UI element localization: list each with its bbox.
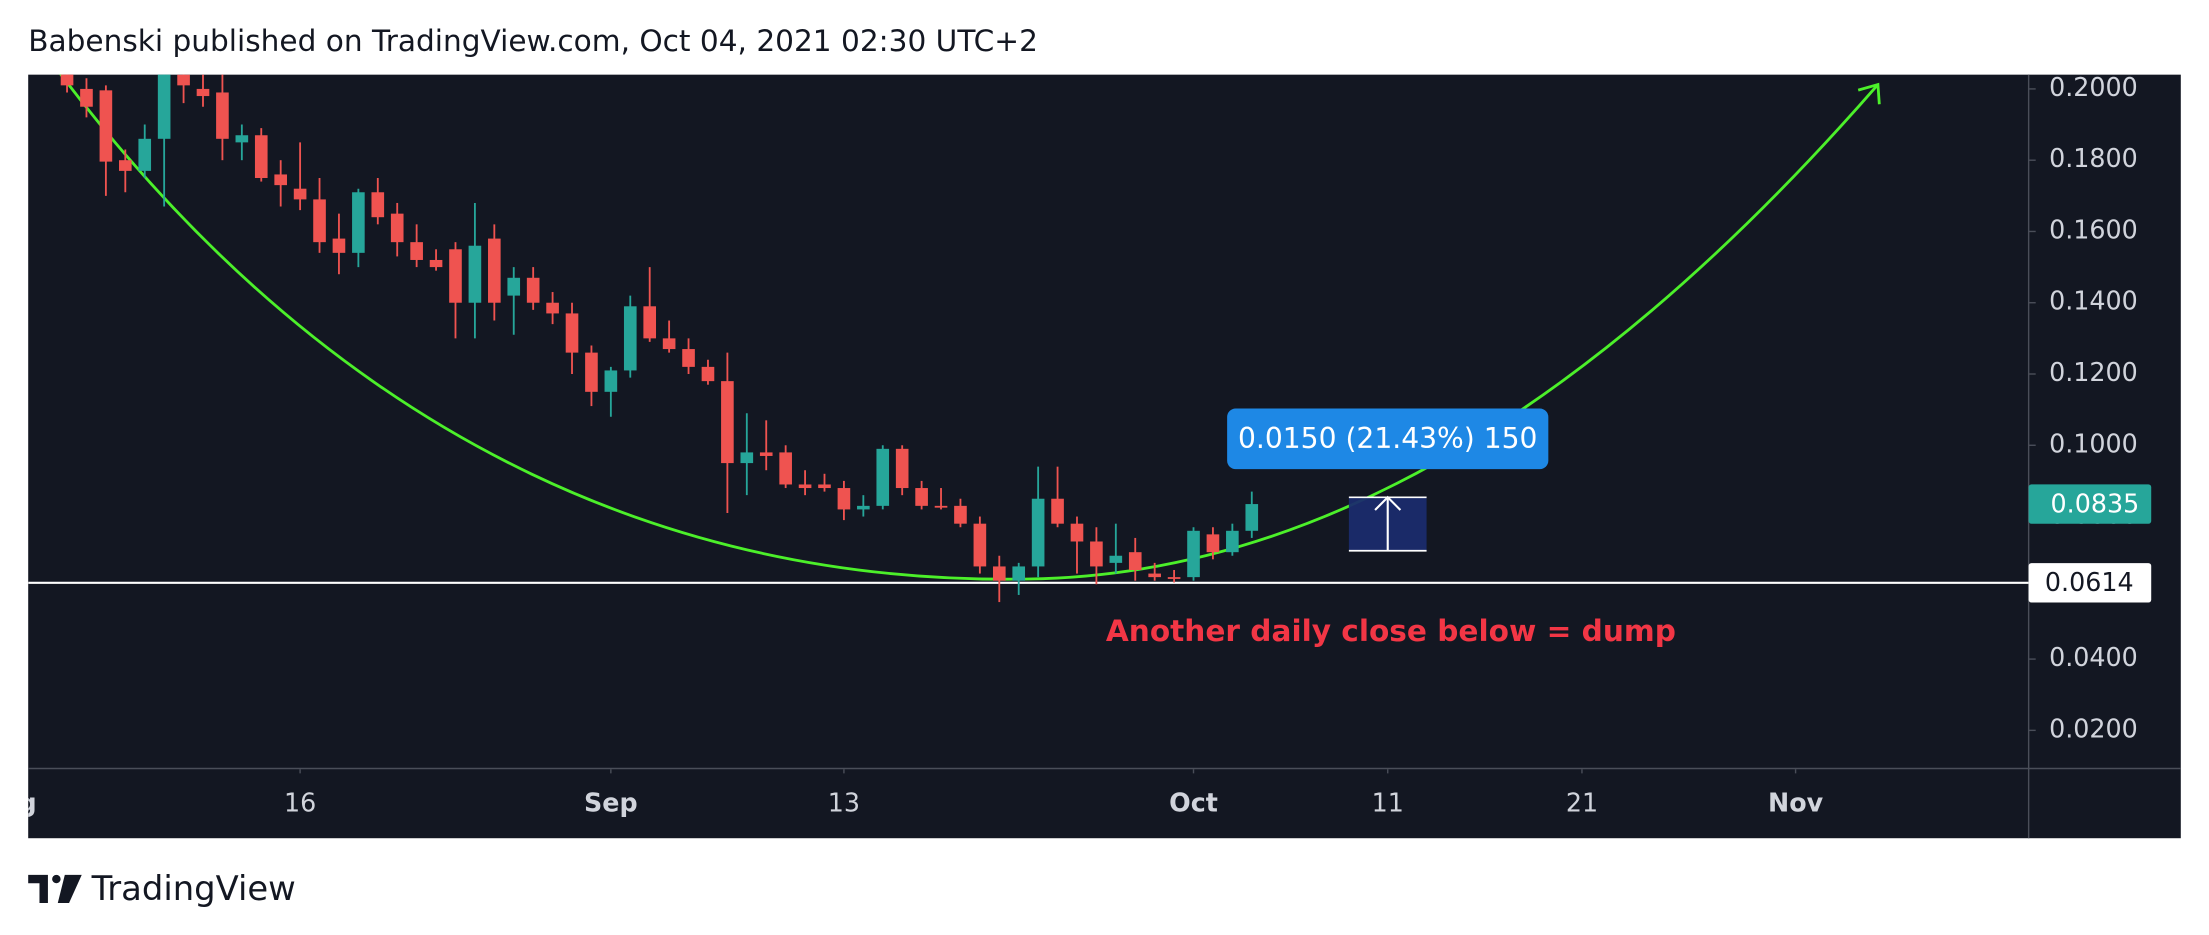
measure-arrowhead	[1374, 495, 1402, 511]
trend-arrowhead	[1857, 82, 1881, 105]
trend-curve	[59, 74, 1879, 581]
candle-body	[196, 88, 210, 97]
footer-brand: TradingView	[91, 869, 296, 908]
candle-body	[468, 245, 482, 303]
candle-body	[779, 452, 792, 485]
candle-body	[99, 90, 113, 162]
hline-label: 0.0614	[2045, 567, 2134, 597]
candle-body	[1128, 552, 1142, 571]
candle-body	[1109, 555, 1123, 563]
candle-body	[526, 277, 540, 303]
x-tick-label: Nov	[1768, 787, 1824, 817]
x-tick-label: 11	[1372, 787, 1404, 817]
plot-area: 0.0150 (21.43%) 150 Another daily close b…	[28, 74, 2029, 648]
candle-body	[740, 452, 754, 464]
y-tick-label: 0.1000	[2049, 428, 2138, 458]
candle-body	[216, 92, 229, 139]
candle-body	[837, 488, 851, 510]
chart-background	[28, 74, 2181, 839]
x-tick-label: 16	[284, 787, 316, 817]
candle-body	[1051, 498, 1064, 524]
candle-body	[507, 277, 521, 296]
x-tick-label: 21	[1566, 787, 1598, 817]
candle-body	[60, 74, 74, 86]
x-tick-label: 13	[828, 787, 860, 817]
y-tick-label: 0.0400	[2049, 642, 2138, 672]
candle-body	[410, 242, 423, 260]
hline-badge	[2028, 563, 2152, 603]
x-tick-label: Sep	[584, 787, 638, 817]
y-tick-label: 0.2000	[2049, 72, 2138, 102]
candle-body	[565, 313, 579, 353]
y-tick-label: 0.1200	[2049, 357, 2138, 387]
candle-body	[449, 249, 462, 303]
candle-body	[992, 566, 1006, 581]
candle-body	[352, 192, 365, 253]
measure-label: 0.0150 (21.43%) 150	[1238, 422, 1538, 455]
candle-body	[895, 448, 909, 489]
last-price-label: 0.0835	[2051, 488, 2140, 518]
y-tick-label: 0.0200	[2049, 713, 2138, 743]
logo-mark	[28, 874, 48, 904]
candle-body	[643, 306, 657, 339]
candle-body	[876, 448, 890, 506]
candle-body	[80, 88, 93, 107]
candle-body	[721, 381, 734, 464]
candle-body	[177, 74, 190, 86]
candle-body	[254, 135, 268, 179]
candle-body	[954, 505, 967, 524]
candle-body	[1090, 541, 1103, 567]
candle-body	[1031, 498, 1045, 567]
candle-body	[915, 488, 928, 506]
logo-mark	[57, 874, 82, 904]
candle-body	[1245, 504, 1259, 531]
candle-body	[585, 352, 598, 392]
candle-body	[488, 238, 501, 303]
x-tick-label: Oct	[1169, 787, 1218, 817]
logo-dot	[52, 874, 61, 884]
axes: 0.02000.04000.06000.08000.10000.12000.14…	[0, 72, 2152, 817]
candle-body	[857, 505, 870, 510]
candle-body	[429, 259, 443, 268]
logo: TradingView	[28, 869, 296, 908]
candle-body	[623, 306, 637, 371]
candle-body	[1187, 530, 1200, 578]
candle-body	[118, 160, 132, 171]
measure-label-box	[1227, 408, 1549, 470]
candle-body	[1070, 523, 1084, 542]
candle-body	[546, 302, 559, 314]
candle-body	[235, 135, 249, 143]
candle-body	[390, 213, 404, 243]
candle-body	[371, 192, 385, 218]
candle-body	[157, 74, 171, 139]
candle-body	[1012, 566, 1026, 581]
candle-body	[1148, 573, 1161, 578]
candle-body	[274, 174, 287, 186]
candle-body	[293, 188, 307, 200]
candle-body	[759, 452, 773, 456]
y-tick-label: 0.1800	[2049, 143, 2138, 173]
candle-body	[662, 338, 676, 350]
y-tick-label: 0.1600	[2049, 214, 2138, 244]
candle-body	[1206, 534, 1220, 553]
candle-body	[934, 505, 948, 508]
header: Babenski published on TradingView.com, O…	[28, 24, 1038, 58]
annotation: Another daily close below = dump	[1106, 614, 1676, 648]
candle-body	[332, 238, 346, 253]
last-price-badge	[2028, 484, 2152, 524]
candle-body	[973, 523, 987, 567]
candle-body	[138, 138, 152, 171]
candle-body	[701, 366, 715, 382]
candle-body	[798, 484, 812, 489]
candle-body	[1226, 530, 1239, 553]
candle-body	[604, 370, 618, 392]
candle-body	[682, 349, 695, 367]
candle-body	[818, 484, 831, 489]
x-tick-label: Aug	[0, 787, 37, 817]
y-tick-label: 0.1400	[2049, 286, 2138, 316]
candle-body	[1167, 577, 1181, 579]
candle-body	[313, 199, 326, 243]
